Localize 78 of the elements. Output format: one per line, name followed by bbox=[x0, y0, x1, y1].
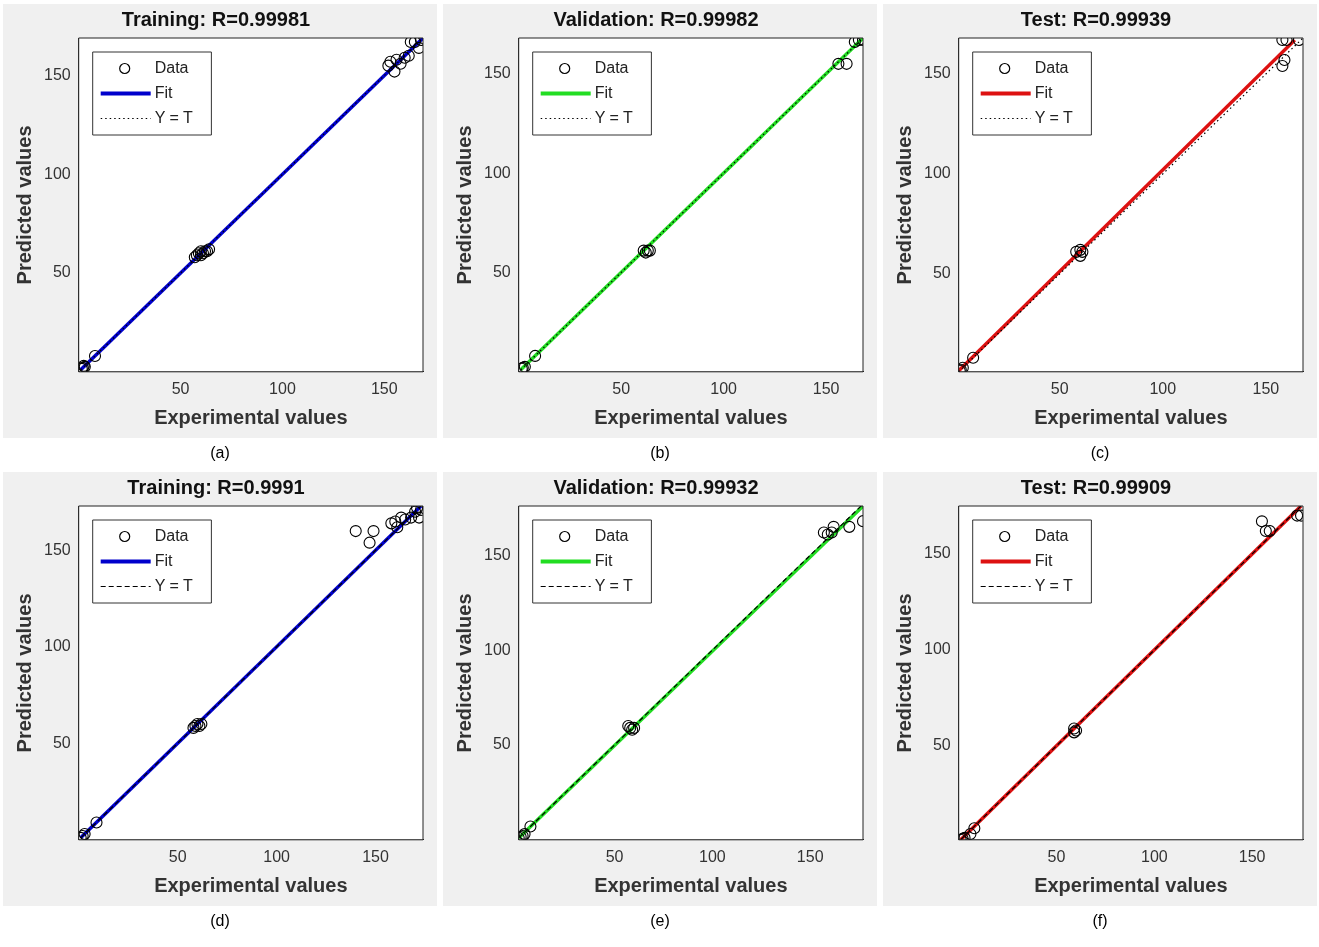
y-tick-label: 150 bbox=[483, 545, 511, 563]
legend-label: Data bbox=[1034, 526, 1069, 544]
legend-label: Fit bbox=[594, 551, 614, 569]
legend-label: Fit bbox=[154, 551, 174, 569]
x-tick-label: 100 bbox=[269, 379, 296, 397]
x-tick-label: 50 bbox=[1047, 847, 1066, 865]
x-tick-label: 150 bbox=[1252, 379, 1280, 397]
chart-title: Test: R=0.99909 bbox=[1020, 475, 1172, 498]
x-tick-label: 100 bbox=[699, 847, 726, 865]
y-tick-label: 100 bbox=[483, 163, 511, 181]
x-axis-title: Experimental values bbox=[594, 873, 788, 896]
legend-label: Data bbox=[594, 58, 629, 76]
x-tick-label: 150 bbox=[812, 379, 840, 397]
y-axis-title: Predicted values bbox=[452, 125, 475, 285]
text: (b) bbox=[650, 444, 670, 462]
legend-label: Y = T bbox=[594, 108, 634, 126]
y-tick-label: 150 bbox=[923, 64, 951, 82]
y-tick-label: 100 bbox=[923, 640, 951, 658]
text: (f) bbox=[1092, 912, 1108, 930]
legend-label: Data bbox=[154, 526, 189, 544]
y-axis-title: Predicted values bbox=[452, 593, 475, 753]
x-tick-label: 50 bbox=[171, 379, 190, 397]
y-tick-label: 50 bbox=[932, 736, 951, 754]
legend-label: Y = T bbox=[1034, 576, 1074, 594]
legend-label: Fit bbox=[1034, 551, 1054, 569]
chart-title: Test: R=0.99939 bbox=[1020, 7, 1172, 30]
legend-label: Fit bbox=[594, 83, 614, 101]
x-axis-title: Experimental values bbox=[154, 405, 348, 428]
x-tick-label: 100 bbox=[1149, 379, 1177, 397]
x-axis-title: Experimental values bbox=[1034, 405, 1228, 428]
y-tick-label: 150 bbox=[43, 540, 71, 558]
legend-label: Data bbox=[594, 526, 629, 544]
x-tick-label: 100 bbox=[263, 847, 291, 865]
x-axis-title: Experimental values bbox=[1034, 873, 1228, 896]
y-axis-title: Predicted values bbox=[892, 593, 915, 753]
y-tick-label: 50 bbox=[492, 262, 511, 280]
x-tick-label: 150 bbox=[370, 379, 398, 397]
x-tick-label: 150 bbox=[362, 847, 389, 865]
x-tick-label: 150 bbox=[796, 847, 824, 865]
chart-title: Training: R=0.9991 bbox=[127, 475, 305, 498]
y-tick-label: 150 bbox=[43, 65, 71, 83]
y-tick-label: 50 bbox=[492, 735, 511, 753]
x-tick-label: 50 bbox=[605, 847, 624, 865]
x-tick-label: 100 bbox=[710, 379, 738, 397]
x-tick-label: 50 bbox=[168, 847, 187, 865]
y-tick-label: 100 bbox=[483, 640, 511, 658]
chart-title: Training: R=0.99981 bbox=[121, 7, 311, 30]
x-tick-label: 100 bbox=[1140, 847, 1168, 865]
y-axis-title: Predicted values bbox=[12, 125, 35, 285]
legend-label: Y = T bbox=[154, 108, 194, 126]
legend-label: Fit bbox=[1034, 83, 1054, 101]
y-tick-label: 100 bbox=[43, 637, 71, 655]
text: (c) bbox=[1090, 444, 1110, 462]
legend-label: Y = T bbox=[1034, 108, 1074, 126]
x-axis-title: Experimental values bbox=[154, 873, 348, 896]
y-axis-title: Predicted values bbox=[12, 593, 35, 753]
text: (e) bbox=[650, 912, 670, 930]
x-tick-label: 50 bbox=[612, 379, 631, 397]
x-tick-label: 50 bbox=[1050, 379, 1069, 397]
y-tick-label: 50 bbox=[52, 263, 71, 281]
legend-label: Y = T bbox=[594, 576, 634, 594]
y-tick-label: 50 bbox=[52, 733, 71, 751]
y-tick-label: 100 bbox=[923, 164, 951, 182]
legend-label: Data bbox=[1034, 58, 1069, 76]
legend-label: Data bbox=[154, 58, 189, 76]
y-axis-title: Predicted values bbox=[892, 125, 915, 285]
chart-title: Validation: R=0.99982 bbox=[553, 7, 759, 30]
legend-label: Y = T bbox=[154, 576, 194, 594]
x-axis-title: Experimental values bbox=[594, 405, 788, 428]
y-tick-label: 100 bbox=[43, 164, 71, 182]
y-tick-label: 50 bbox=[932, 264, 951, 282]
text: (d) bbox=[210, 912, 230, 930]
chart-title: Validation: R=0.99932 bbox=[553, 475, 759, 498]
x-tick-label: 150 bbox=[1238, 847, 1266, 865]
y-tick-label: 150 bbox=[923, 544, 951, 562]
text: (a) bbox=[210, 444, 230, 462]
legend-label: Fit bbox=[154, 83, 174, 101]
y-tick-label: 150 bbox=[483, 64, 511, 82]
